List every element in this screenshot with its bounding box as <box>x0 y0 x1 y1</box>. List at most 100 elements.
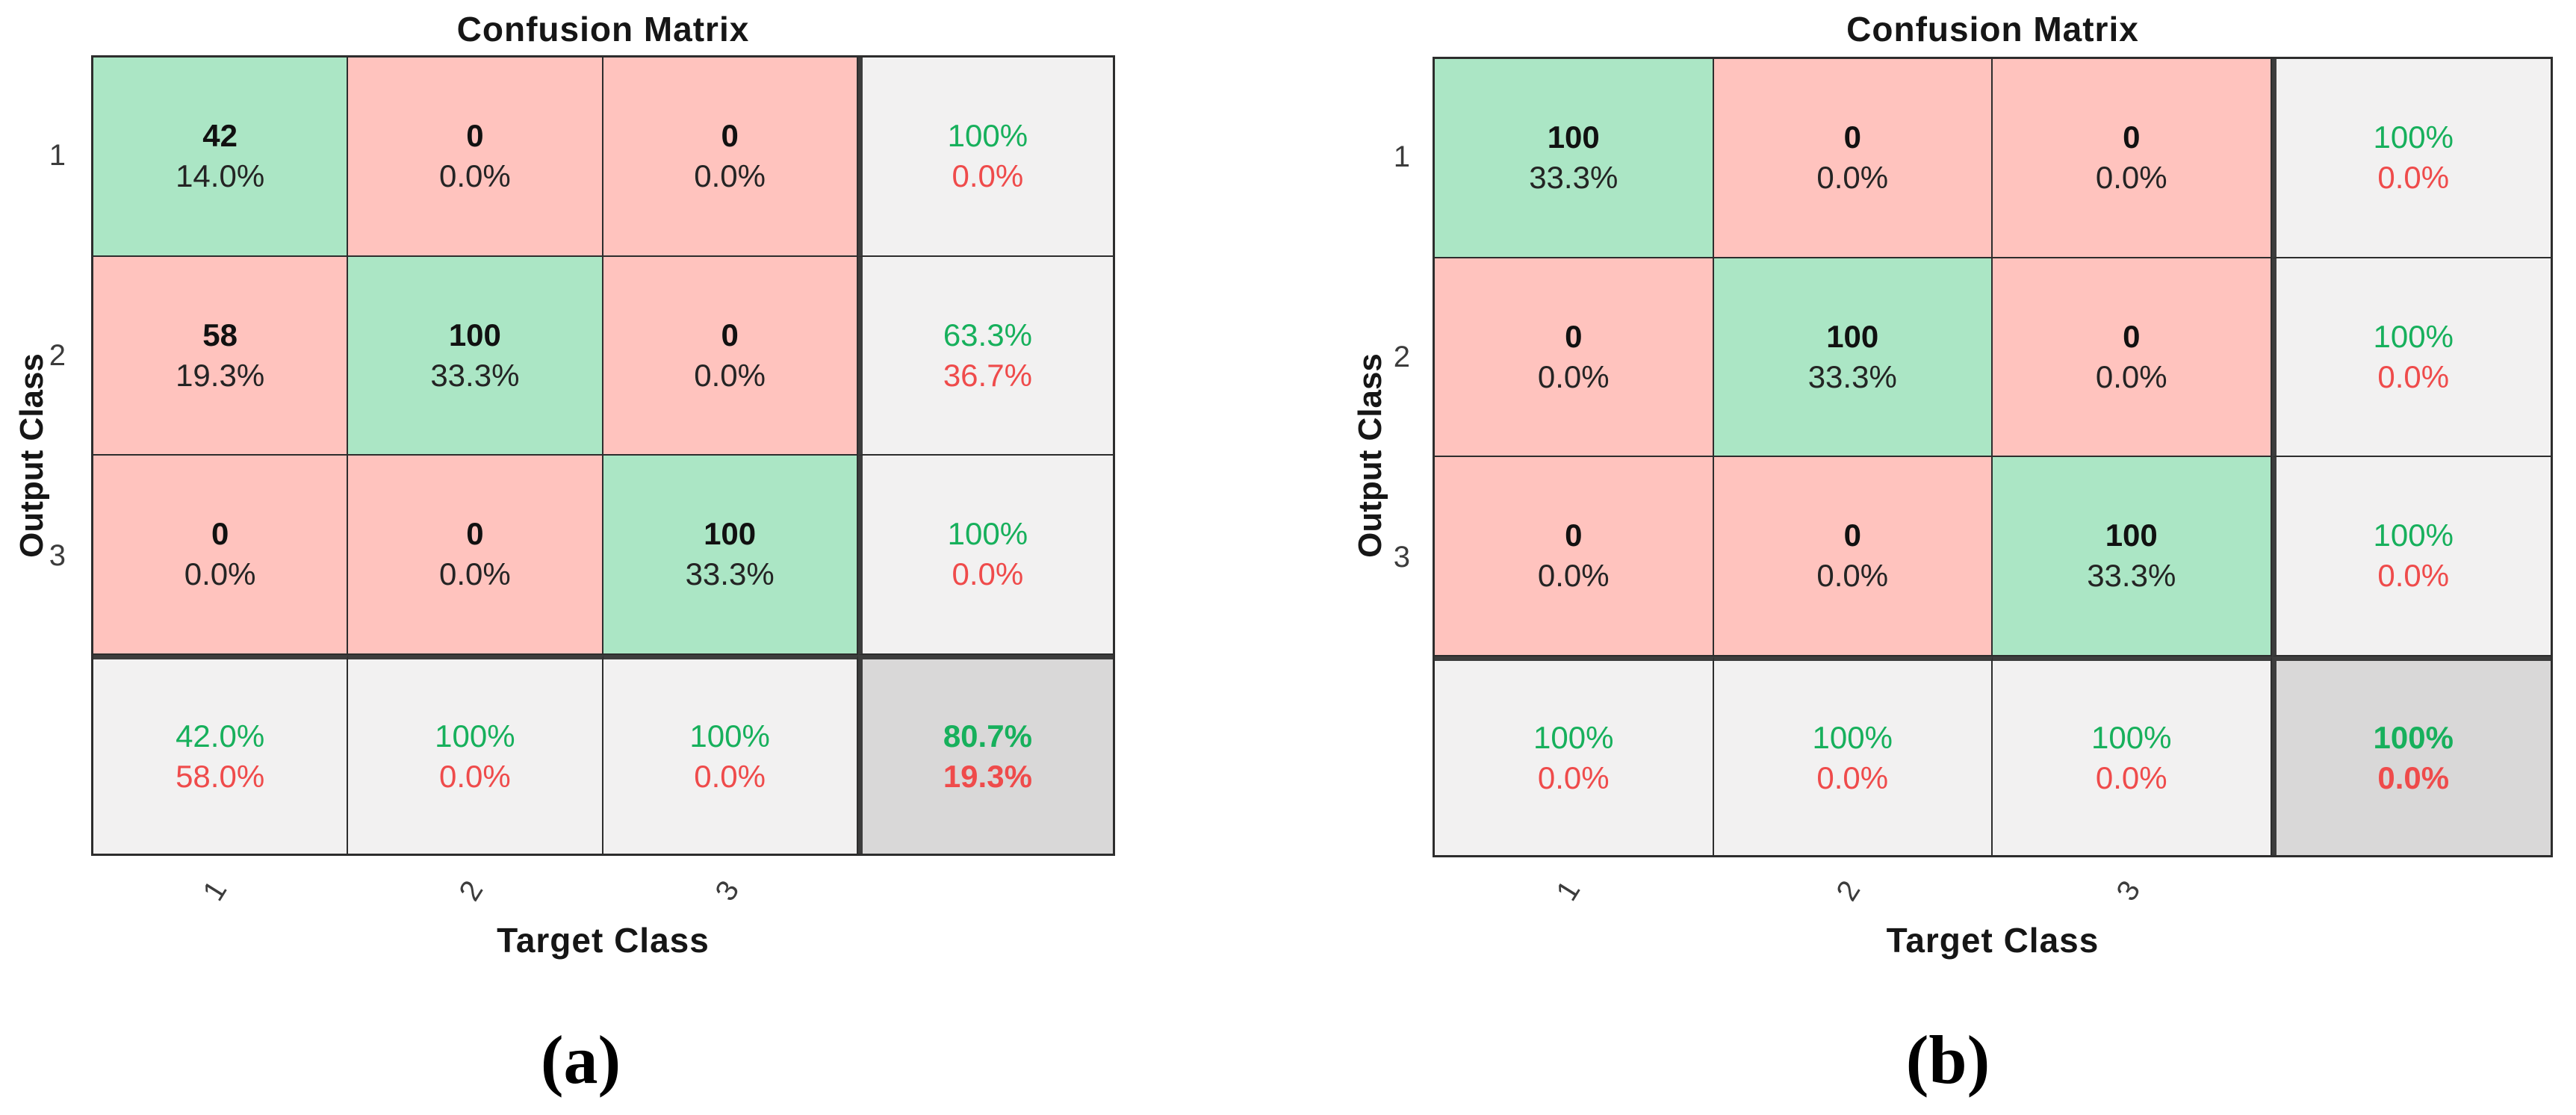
cell-count: 0 <box>1843 119 1861 155</box>
row-summary-red: 0.0% <box>2377 558 2450 594</box>
cell-output3-target2: 0 0.0% <box>1713 457 1993 656</box>
y-tick-1: 1 <box>49 139 66 172</box>
y-tick-1: 1 <box>1393 140 1410 173</box>
cell-count: 100 <box>1547 119 1600 155</box>
cell-percent: 14.0% <box>176 158 265 194</box>
cell-percent: 0.0% <box>1537 558 1610 594</box>
cell-output2-target2: 100 33.3% <box>1713 258 1993 457</box>
col-summary-green: 100% <box>435 718 515 754</box>
cell-count: 0 <box>1565 518 1583 553</box>
row-summary-red: 0.0% <box>952 556 1024 592</box>
col-summary-2: 100% 0.0% <box>348 654 603 854</box>
cell-count: 0 <box>466 118 484 154</box>
cell-percent: 0.0% <box>1537 358 1610 394</box>
cell-count: 100 <box>448 317 501 352</box>
cell-count: 0 <box>721 118 739 154</box>
cell-count: 42 <box>202 118 238 154</box>
col-summary-3: 100% 0.0% <box>1993 656 2272 855</box>
cell-count: 0 <box>721 317 739 352</box>
x-tick-3: 3 <box>709 875 746 907</box>
cell-percent: 0.0% <box>2095 160 2167 196</box>
cell-output2-target2: 100 33.3% <box>348 256 603 456</box>
row-summary-red: 0.0% <box>2377 160 2450 196</box>
subfigure-caption-b: (b) <box>1905 1022 1990 1098</box>
cell-output2-target3: 0 0.0% <box>1993 258 2272 457</box>
col-summary-red: 0.0% <box>1816 760 1889 795</box>
cell-percent: 33.3% <box>1807 358 1897 394</box>
row-summary-2: 100% 0.0% <box>2271 258 2551 457</box>
confusion-matrix-panel-a: Confusion Matrix Output Class 1 2 3 42 1… <box>6 10 1115 1098</box>
cell-percent: 33.3% <box>2087 558 2176 594</box>
col-summary-green: 100% <box>689 718 770 754</box>
row-summary-green: 100% <box>2373 318 2454 354</box>
cell-output3-target1: 0 0.0% <box>1435 457 1714 656</box>
col-summary-1: 100% 0.0% <box>1435 656 1714 855</box>
cell-count: 0 <box>2123 119 2141 155</box>
row-summary-red: 36.7% <box>943 357 1032 393</box>
cell-percent: 33.3% <box>430 357 520 393</box>
x-tick-2: 2 <box>1830 875 1867 907</box>
cell-percent: 0.0% <box>184 556 256 592</box>
y-axis-label: Output Class <box>1352 353 1389 558</box>
cell-count: 58 <box>202 317 238 352</box>
col-summary-green: 100% <box>2091 719 2172 755</box>
x-tick-1: 1 <box>196 875 234 907</box>
x-tick-1: 1 <box>1550 875 1587 907</box>
cell-percent: 0.0% <box>439 556 511 592</box>
cell-percent: 0.0% <box>439 158 511 194</box>
cell-output2-target1: 0 0.0% <box>1435 258 1714 457</box>
cell-count: 0 <box>211 516 229 552</box>
col-summary-red: 0.0% <box>2095 760 2167 795</box>
row-summary-2: 63.3% 36.7% <box>857 256 1113 456</box>
cell-percent: 0.0% <box>694 158 766 194</box>
col-summary-green: 100% <box>1812 719 1893 755</box>
cell-count: 0 <box>1843 518 1861 553</box>
cell-output3-target3: 100 33.3% <box>603 456 858 655</box>
row-summary-green: 63.3% <box>943 317 1032 352</box>
col-summary-2: 100% 0.0% <box>1713 656 1993 855</box>
y-axis-label-box: Output Class <box>6 55 58 856</box>
cell-output1-target3: 0 0.0% <box>1993 59 2272 258</box>
cell-output3-target1: 0 0.0% <box>93 456 349 655</box>
cell-count: 0 <box>466 516 484 552</box>
cell-percent: 0.0% <box>1816 160 1889 196</box>
row-summary-green: 100% <box>947 516 1028 552</box>
col-summary-red: 0.0% <box>694 758 766 794</box>
y-tick-3: 3 <box>49 539 66 572</box>
confusion-grid: 100 33.3% 0 0.0% 0 0.0% 100% 0.0% 0 0.0%… <box>1433 57 2553 857</box>
cell-count: 0 <box>2123 318 2141 354</box>
chart-title: Confusion Matrix <box>456 10 750 49</box>
cell-percent: 0.0% <box>1816 558 1889 594</box>
confusion-grid: 42 14.0% 0 0.0% 0 0.0% 100% 0.0% 58 19.3… <box>91 55 1115 856</box>
x-tick-3: 3 <box>2110 875 2147 907</box>
y-tick-3: 3 <box>1393 541 1410 574</box>
x-axis-label: Target Class <box>1886 921 2099 960</box>
cell-output2-target1: 58 19.3% <box>93 256 349 456</box>
cell-output3-target3: 100 33.3% <box>1993 457 2272 656</box>
col-summary-red: 0.0% <box>439 758 511 794</box>
cell-percent: 33.3% <box>1529 160 1618 196</box>
col-summary-3: 100% 0.0% <box>603 654 858 854</box>
confusion-matrix-panel-b: Confusion Matrix Output Class 1 2 3 100 … <box>1288 0 2576 1115</box>
overall-accuracy-red: 0.0% <box>2377 760 2450 795</box>
overall-accuracy-red: 19.3% <box>943 758 1032 794</box>
cell-percent: 0.0% <box>2095 358 2167 394</box>
col-summary-red: 58.0% <box>176 758 265 794</box>
y-tick-2: 2 <box>1393 341 1410 373</box>
cell-count: 100 <box>1826 318 1879 354</box>
cell-output1-target3: 0 0.0% <box>603 58 858 257</box>
overall-accuracy-cell: 100% 0.0% <box>2271 656 2551 855</box>
x-axis-label: Target Class <box>497 921 710 960</box>
col-summary-green: 42.0% <box>176 718 265 754</box>
col-summary-red: 0.0% <box>1537 760 1610 795</box>
cell-count: 100 <box>704 516 757 552</box>
y-tick-2: 2 <box>49 339 66 372</box>
subfigure-caption-a: (a) <box>540 1022 621 1098</box>
row-summary-1: 100% 0.0% <box>2271 59 2551 258</box>
chart-title: Confusion Matrix <box>1846 10 2139 49</box>
cell-percent: 19.3% <box>176 357 265 393</box>
row-summary-1: 100% 0.0% <box>857 58 1113 257</box>
cell-output2-target3: 0 0.0% <box>603 256 858 456</box>
cell-percent: 33.3% <box>685 556 775 592</box>
